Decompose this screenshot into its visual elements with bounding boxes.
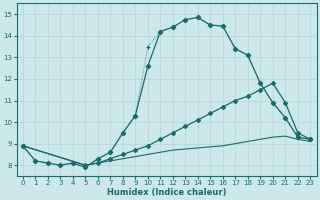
X-axis label: Humidex (Indice chaleur): Humidex (Indice chaleur) [107, 188, 226, 197]
